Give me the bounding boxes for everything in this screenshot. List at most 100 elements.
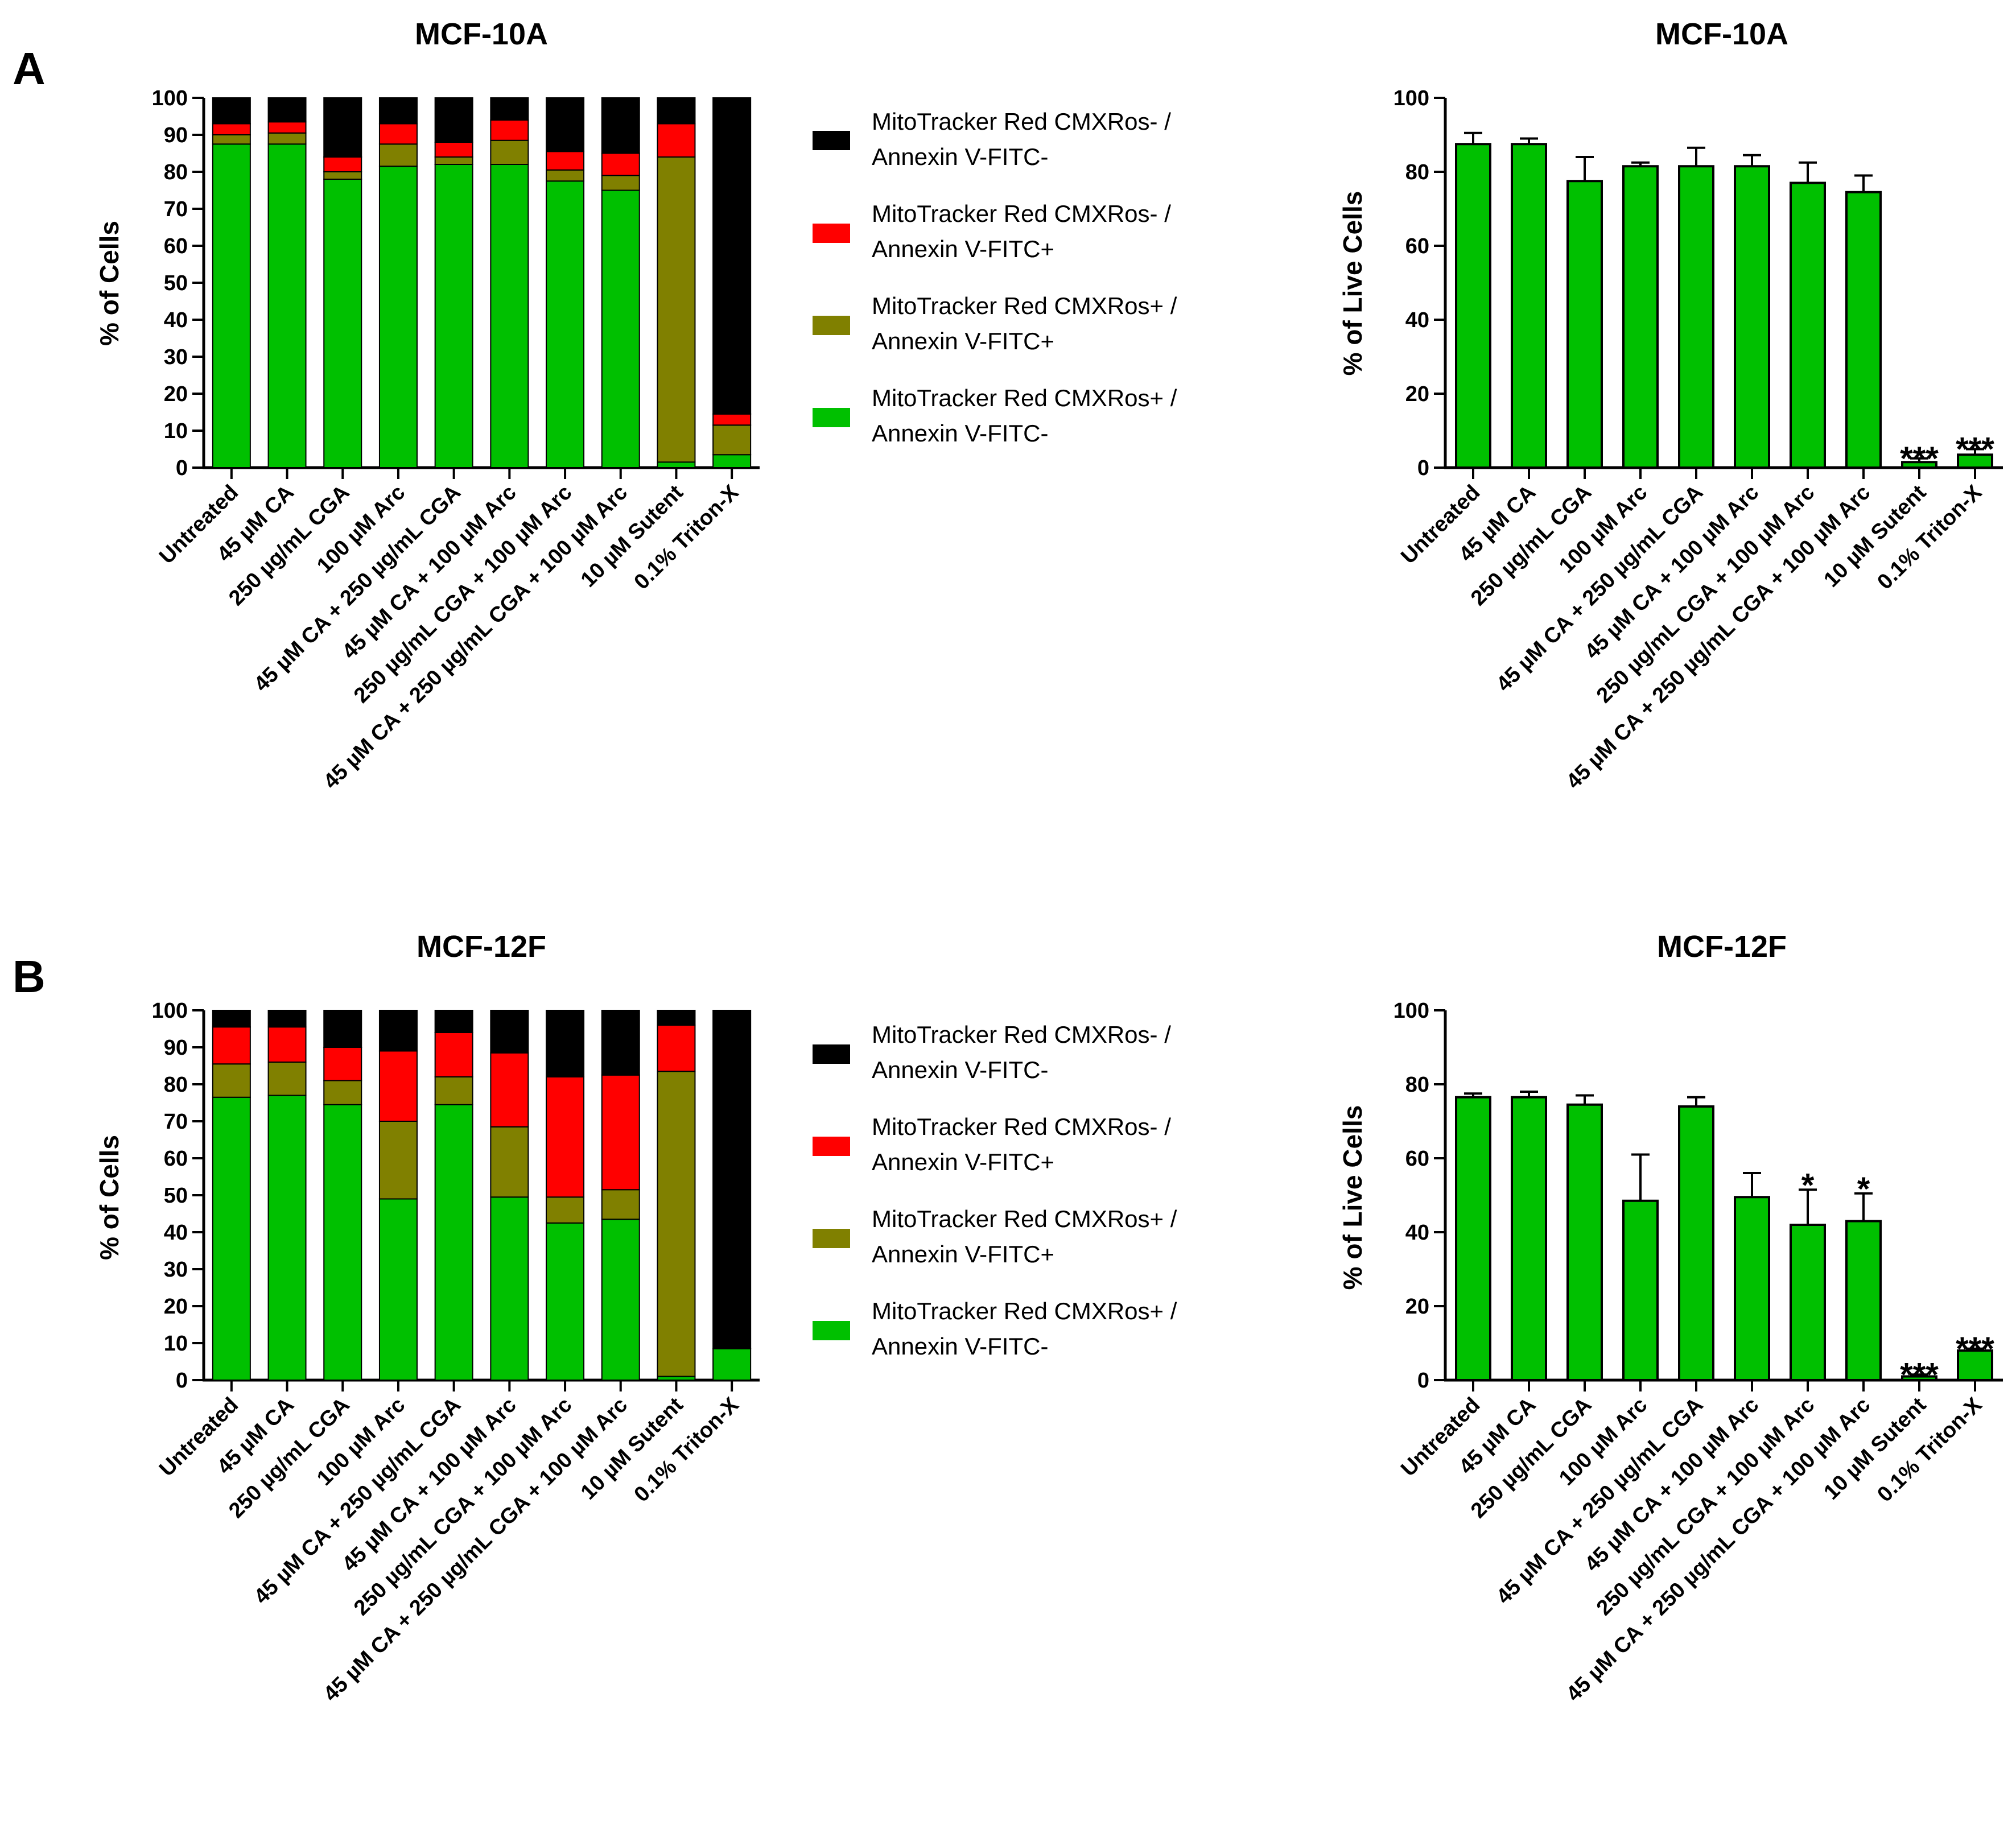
b-stacked-bar-live (267, 1095, 307, 1381)
b-live-bar (1511, 1096, 1547, 1381)
legend-a-label-live-1: MitoTracker Red CMXRos+ / (872, 385, 1177, 411)
a-stacked-ytick-label: 60 (164, 234, 188, 258)
ylabel-a-live: % of Live Cells (1338, 191, 1367, 376)
a-stacked-bar-early_apoptotic (546, 169, 585, 182)
b-live-significance: *** (1956, 1331, 1994, 1368)
chart-title-a-live: MCF-10A (1655, 17, 1788, 51)
legend-b-label-early-2: Annexin V-FITC+ (872, 1241, 1054, 1267)
b-stacked-bar-early_apoptotic (212, 1063, 251, 1098)
b-stacked-bar-dead (657, 1010, 696, 1026)
b-stacked-bar-late (212, 1026, 251, 1065)
b-live-bar (1622, 1199, 1659, 1381)
b-live-ytick-label: 60 (1405, 1147, 1429, 1171)
a-stacked-bar-dead (323, 97, 362, 158)
a-stacked-bar-late (267, 121, 307, 134)
b-stacked-bar-dead (546, 1010, 585, 1077)
b-stacked-bar-early_apoptotic (601, 1189, 640, 1220)
b-stacked-bar-dead (490, 1010, 529, 1054)
b-stacked-bar-dead (601, 1010, 640, 1076)
a-stacked-bar-late (712, 413, 752, 426)
a-stacked-bar-early_apoptotic (434, 156, 473, 165)
a-stacked-bar-live (490, 164, 529, 468)
b-stacked-bar-live (434, 1104, 473, 1381)
ylabel-a-stacked: % of Cells (94, 221, 124, 346)
legend-a-swatch-late (813, 224, 850, 243)
legend-a-label-dead-2: Annexin V-FITC- (872, 143, 1048, 170)
legend-a-label-early-2: Annexin V-FITC+ (872, 328, 1054, 354)
b-live-ytick-label: 80 (1405, 1073, 1429, 1097)
b-stacked-bar-live (601, 1219, 640, 1381)
a-stacked-ytick-label: 90 (164, 123, 188, 147)
a-stacked-bar-dead (378, 97, 418, 125)
a-stacked-bar-late (490, 119, 529, 141)
b-stacked-bar-dead (267, 1010, 307, 1028)
a-stacked-bar-dead (212, 97, 251, 125)
legend-a-swatch-dead (813, 131, 850, 150)
b-stacked-bar-early_apoptotic (546, 1196, 585, 1224)
legend-b-label-live-2: Annexin V-FITC- (872, 1333, 1048, 1360)
a-stacked-bar-dead (267, 97, 307, 123)
a-stacked-bar-live (212, 143, 251, 468)
a-stacked-ytick-label: 0 (176, 456, 188, 480)
a-live-ytick-label: 40 (1405, 308, 1429, 332)
a-stacked-bar-late (212, 123, 251, 135)
b-stacked-bar-late (490, 1052, 529, 1128)
a-stacked-bar-live (267, 143, 307, 468)
b-stacked-ytick-label: 80 (164, 1073, 188, 1097)
b-stacked-bar-live (712, 1348, 752, 1381)
ylabel-b-live: % of Live Cells (1338, 1105, 1367, 1290)
b-stacked-ytick-label: 60 (164, 1147, 188, 1171)
legend-b-label-dead-1: MitoTracker Red CMXRos- / (872, 1021, 1171, 1048)
b-stacked-bar-early_apoptotic (323, 1080, 362, 1105)
a-stacked-bar-late (378, 123, 418, 145)
b-live-bar (1566, 1103, 1603, 1381)
a-live-ytick-label: 100 (1394, 86, 1429, 110)
a-stacked-ytick-label: 20 (164, 382, 188, 406)
a-stacked-ytick-label: 80 (164, 160, 188, 184)
a-stacked-ytick-label: 10 (164, 419, 188, 443)
b-stacked-bar-late (546, 1076, 585, 1198)
b-stacked-ytick-label: 100 (152, 999, 188, 1023)
legend-b-swatch-early (813, 1229, 850, 1248)
legend-b-label-early-1: MitoTracker Red CMXRos+ / (872, 1205, 1177, 1232)
b-stacked-ytick-label: 50 (164, 1184, 188, 1208)
b-live-significance: * (1857, 1171, 1870, 1208)
b-stacked-bar-live (212, 1096, 251, 1381)
legend-b-label-late-1: MitoTracker Red CMXRos- / (872, 1113, 1171, 1140)
legend-b-swatch-late (813, 1137, 850, 1156)
a-stacked-bar-dead (657, 97, 696, 125)
a-stacked-bar-early_apoptotic (378, 143, 418, 167)
a-stacked-bar-late (323, 156, 362, 172)
a-live-ytick-label: 80 (1405, 160, 1429, 184)
a-stacked-bar-live (601, 189, 640, 468)
b-stacked-bar-dead (323, 1010, 362, 1048)
a-stacked-bar-late (601, 152, 640, 176)
a-stacked-ytick-label: 50 (164, 271, 188, 295)
b-live-bar (1790, 1224, 1826, 1381)
panel-letter-b: B (13, 951, 46, 1002)
a-stacked-ytick-label: 70 (164, 197, 188, 221)
b-stacked-bar-late (267, 1026, 307, 1063)
a-stacked-ytick-label: 30 (164, 345, 188, 369)
b-stacked-bar-late (601, 1074, 640, 1191)
b-live-ytick-label: 20 (1405, 1295, 1429, 1319)
chart-title-b-stacked: MCF-12F (417, 930, 546, 964)
a-stacked-bar-live (657, 461, 696, 468)
a-stacked-bar-dead (601, 97, 640, 154)
legend-a-swatch-live (813, 408, 850, 427)
b-stacked-bar-dead (712, 1010, 752, 1349)
a-stacked-bar-dead (490, 97, 529, 121)
a-stacked-bar-live (434, 164, 473, 468)
chart-title-a-stacked: MCF-10A (415, 17, 548, 51)
b-stacked-bar-early_apoptotic (657, 1071, 696, 1377)
b-stacked-bar-live (546, 1222, 585, 1381)
a-stacked-bar-early_apoptotic (657, 156, 696, 463)
b-stacked-ytick-label: 30 (164, 1258, 188, 1282)
b-live-bar (1455, 1096, 1491, 1381)
b-stacked-bar-early_apoptotic (434, 1076, 473, 1105)
a-stacked-bar-dead (712, 97, 752, 415)
